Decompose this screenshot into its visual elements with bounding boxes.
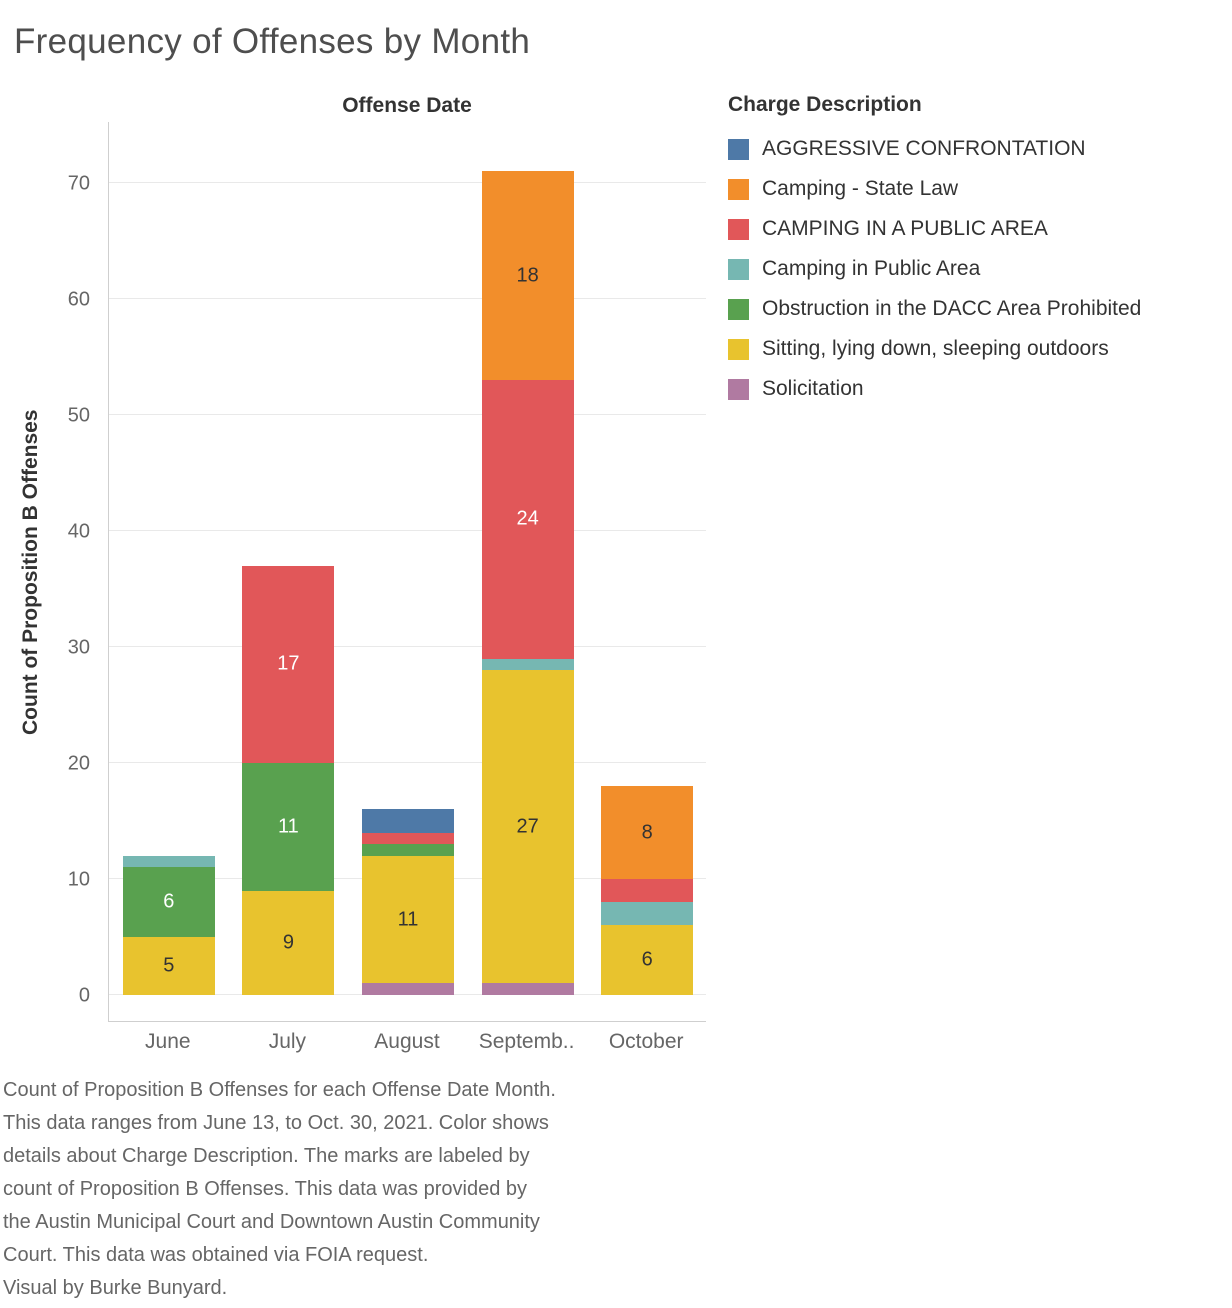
- y-axis-tick-label: 10: [67, 868, 90, 891]
- bar-segment[interactable]: [362, 983, 454, 995]
- legend-swatch: [728, 258, 749, 280]
- bar-segment[interactable]: 8: [601, 786, 694, 879]
- legend: Charge Description AGGRESSIVE CONFRONTAT…: [728, 93, 1228, 409]
- gridline: [109, 530, 706, 531]
- y-axis-tick-label: 70: [67, 172, 90, 195]
- legend-label: Camping - State Law: [762, 177, 959, 200]
- legend-label: Sitting, lying down, sleeping outdoors: [762, 337, 1109, 360]
- legend-item[interactable]: Sitting, lying down, sleeping outdoors: [728, 329, 1228, 369]
- bar-segment[interactable]: [481, 983, 574, 995]
- x-axis: June July August Septemb.. October: [108, 1030, 706, 1062]
- legend-label: AGGRESSIVE CONFRONTATION: [762, 137, 1086, 160]
- chart-caption: Count of Proposition B Offenses for each…: [3, 1079, 556, 1299]
- legend-swatch: [728, 298, 749, 320]
- x-axis-tick-label: Septemb..: [478, 1030, 575, 1053]
- bar-value-label: 6: [641, 948, 653, 971]
- x-axis-tick-label: July: [268, 1030, 307, 1053]
- legend-label: CAMPING IN A PUBLIC AREA: [762, 217, 1048, 240]
- bar-value-label: 11: [278, 815, 299, 838]
- bar-segment[interactable]: 24: [481, 380, 574, 659]
- bar-segment[interactable]: 18: [481, 171, 574, 381]
- y-axis: 0 10 20 30 40 50 60 70: [44, 122, 100, 1022]
- legend-label: Obstruction in the DACC Area Prohibited: [762, 297, 1142, 320]
- y-axis-tick-label: 50: [67, 404, 90, 427]
- legend-item[interactable]: Camping in Public Area: [728, 249, 1228, 289]
- bar-segment[interactable]: [362, 844, 454, 856]
- bar-segment[interactable]: [601, 879, 694, 903]
- gridline: [109, 414, 706, 415]
- column-header: Offense Date: [342, 94, 472, 117]
- bar-segment[interactable]: 27: [481, 670, 574, 984]
- gridline: [109, 182, 706, 183]
- legend-item[interactable]: Camping - State Law: [728, 169, 1228, 209]
- y-axis-title: Count of Proposition B Offenses: [19, 409, 42, 735]
- gridline: [109, 298, 706, 299]
- legend-item[interactable]: CAMPING IN A PUBLIC AREA: [728, 209, 1228, 249]
- bar-value-label: 5: [163, 954, 175, 977]
- y-axis-tick-label: 40: [67, 520, 90, 543]
- bar-segment[interactable]: 9: [242, 890, 335, 995]
- y-axis-tick-label: 20: [67, 752, 90, 775]
- legend-item[interactable]: Obstruction in the DACC Area Prohibited: [728, 289, 1228, 329]
- bar-value-label: 6: [163, 890, 175, 913]
- bar-value-label: 24: [516, 507, 539, 530]
- bar-segment[interactable]: 5: [122, 937, 215, 995]
- bar-segment[interactable]: 11: [242, 763, 335, 891]
- bar-value-label: 27: [516, 815, 539, 838]
- bar-value-label: 8: [641, 821, 653, 844]
- gridline: [109, 646, 706, 647]
- bar-segment[interactable]: 6: [122, 867, 215, 937]
- legend-item[interactable]: Solicitation: [728, 369, 1228, 409]
- y-axis-tick-label: 30: [67, 636, 90, 659]
- y-axis-tick-label: 60: [67, 288, 90, 311]
- legend-swatch: [728, 218, 749, 240]
- x-axis-tick-label: October: [608, 1030, 684, 1053]
- page-title: Frequency of Offenses by Month: [14, 22, 531, 61]
- x-axis-tick-label: June: [145, 1030, 191, 1053]
- bar-value-label: 17: [277, 652, 300, 675]
- bar-value-label: 18: [516, 264, 539, 287]
- bar-segment[interactable]: [601, 902, 694, 926]
- legend-swatch: [728, 338, 749, 360]
- x-axis-tick-label: August: [374, 1030, 440, 1053]
- bar-segment[interactable]: [122, 855, 215, 868]
- gridline: [109, 762, 706, 763]
- bar-segment[interactable]: [362, 832, 454, 845]
- legend-swatch: [728, 178, 749, 200]
- bar-value-label: 11: [397, 908, 419, 931]
- bar-value-label: 9: [282, 931, 294, 954]
- bar-segment[interactable]: [481, 658, 574, 671]
- bar-segment[interactable]: 17: [242, 565, 335, 763]
- legend-label: Camping in Public Area: [762, 257, 981, 280]
- y-axis-tick-label: 0: [78, 984, 90, 1007]
- plot-area: 5 6 9 11 17 11 27 24 18 6 8: [108, 122, 706, 1022]
- bar-segment[interactable]: [362, 809, 454, 833]
- bar-segment[interactable]: 11: [362, 855, 454, 984]
- legend-swatch: [728, 378, 749, 400]
- legend-label: Solicitation: [762, 377, 864, 400]
- legend-items: AGGRESSIVE CONFRONTATION Camping - State …: [728, 129, 1228, 409]
- bar-segment[interactable]: 6: [601, 925, 694, 995]
- legend-title: Charge Description: [728, 93, 922, 116]
- legend-item[interactable]: AGGRESSIVE CONFRONTATION: [728, 129, 1228, 169]
- legend-swatch: [728, 138, 749, 160]
